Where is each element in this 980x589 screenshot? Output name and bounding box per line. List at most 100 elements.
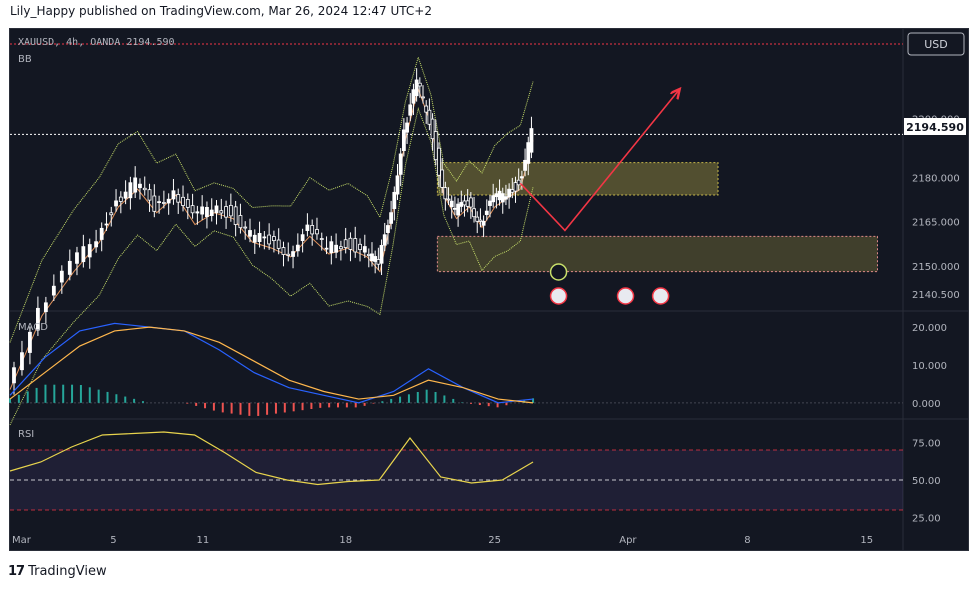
candle-body bbox=[228, 204, 233, 217]
candle-body bbox=[382, 234, 387, 246]
candle-body bbox=[513, 182, 518, 192]
candle-body bbox=[59, 270, 64, 283]
candle-body bbox=[523, 159, 527, 171]
lower-zone[interactable] bbox=[436, 235, 878, 273]
publish-header: Lily_Happy published on TradingView.com,… bbox=[10, 4, 432, 18]
candle-body bbox=[376, 259, 381, 265]
current-price-badge: 2194.590 bbox=[904, 118, 966, 135]
bb-upper-band bbox=[9, 55, 534, 343]
candle-body bbox=[262, 236, 267, 239]
candle-body bbox=[28, 331, 32, 353]
rsi-tick-label: 50.00 bbox=[912, 476, 941, 487]
price-tick-label: 2140.500 bbox=[912, 290, 960, 301]
candle-body bbox=[401, 129, 406, 151]
candle-body bbox=[43, 302, 48, 313]
candle-body bbox=[133, 177, 138, 193]
event-markers[interactable] bbox=[549, 263, 670, 305]
candle-body bbox=[507, 188, 512, 198]
bb-indicator-label[interactable]: BB bbox=[18, 54, 32, 65]
candle-body bbox=[430, 118, 435, 140]
candle-body bbox=[243, 226, 248, 229]
time-tick-label: 5 bbox=[110, 535, 116, 546]
macd-line bbox=[9, 322, 534, 404]
candle-body bbox=[276, 239, 281, 249]
candle-body bbox=[267, 234, 272, 245]
candle-body bbox=[440, 169, 445, 188]
candle-body bbox=[491, 195, 496, 203]
candle-body bbox=[488, 200, 492, 206]
candle-body bbox=[109, 212, 114, 216]
candle-body bbox=[20, 352, 24, 371]
candle-body bbox=[99, 227, 104, 240]
candle-body bbox=[398, 153, 403, 175]
candle-body bbox=[475, 216, 480, 222]
current-price-label: 2194.590 bbox=[906, 121, 964, 134]
projection-arrow[interactable] bbox=[519, 89, 679, 232]
candle-body bbox=[248, 230, 252, 237]
chart-frame[interactable] bbox=[9, 28, 969, 551]
candle-body bbox=[459, 202, 464, 207]
time-tick-label: 11 bbox=[197, 535, 210, 546]
candle-body bbox=[214, 205, 219, 214]
candle-body bbox=[152, 195, 157, 212]
time-tick-label: 18 bbox=[339, 535, 352, 546]
candle-body bbox=[334, 244, 339, 253]
candle-body bbox=[87, 244, 92, 258]
candle-body bbox=[504, 196, 508, 200]
candle-body bbox=[295, 244, 300, 252]
candle-body bbox=[362, 246, 367, 253]
economic-event-flag-icon[interactable] bbox=[549, 287, 568, 305]
macd-tick-label: 20.000 bbox=[912, 323, 947, 334]
candle-body bbox=[233, 206, 238, 225]
candle-body bbox=[414, 79, 419, 97]
candle-body bbox=[300, 234, 305, 242]
rsi-tick-label: 75.00 bbox=[912, 439, 941, 450]
candle-body bbox=[190, 205, 195, 214]
candle-body bbox=[405, 122, 409, 133]
candle-body bbox=[51, 285, 56, 296]
price-tick-label: 2165.000 bbox=[912, 218, 960, 229]
candle-body bbox=[424, 105, 429, 113]
candle-body bbox=[358, 243, 362, 250]
symbol-line: XAUUSD, 4h, OANDA 2194.590 bbox=[18, 37, 175, 48]
candle-body bbox=[219, 210, 224, 214]
upper-zone[interactable] bbox=[436, 162, 719, 196]
rsi-indicator-label[interactable]: RSI bbox=[18, 429, 34, 440]
candle-body bbox=[373, 256, 378, 262]
time-tick-label: 25 bbox=[488, 535, 501, 546]
candle-body bbox=[510, 189, 515, 193]
candle-body bbox=[529, 128, 534, 153]
macd-indicator-label[interactable]: MACD bbox=[18, 322, 48, 333]
candle-body bbox=[465, 200, 470, 207]
candle-body bbox=[389, 212, 394, 224]
dividend-lightning-icon[interactable] bbox=[549, 263, 568, 281]
candle-body bbox=[379, 245, 384, 264]
footer-brand[interactable]: TradingView bbox=[28, 564, 107, 579]
candle-body bbox=[395, 175, 400, 195]
candle-body bbox=[433, 131, 438, 161]
candle-body bbox=[205, 206, 209, 218]
candle-body bbox=[500, 193, 505, 203]
time-tick-label: Apr bbox=[619, 535, 637, 546]
candle-body bbox=[12, 367, 16, 384]
economic-event-flag-icon[interactable] bbox=[616, 287, 635, 305]
bb-lower-band bbox=[9, 107, 534, 426]
economic-event-flag-icon[interactable] bbox=[651, 287, 670, 305]
candle-body bbox=[484, 210, 489, 215]
candle-body bbox=[272, 236, 276, 242]
candle-body bbox=[453, 207, 457, 210]
currency-button[interactable]: USD bbox=[907, 32, 965, 56]
candle-body bbox=[147, 189, 152, 201]
candle-body bbox=[437, 147, 441, 176]
candle-body bbox=[252, 234, 257, 243]
candle-body bbox=[138, 183, 142, 189]
candle-body bbox=[224, 206, 228, 218]
candle-body bbox=[329, 241, 334, 254]
candle-body bbox=[195, 211, 200, 214]
rsi-tick-label: 25.00 bbox=[912, 514, 941, 525]
candle-body bbox=[481, 220, 486, 226]
candle-body bbox=[305, 224, 310, 231]
tradingview-logo-icon: 17 bbox=[8, 564, 25, 579]
candle-body bbox=[386, 225, 390, 233]
